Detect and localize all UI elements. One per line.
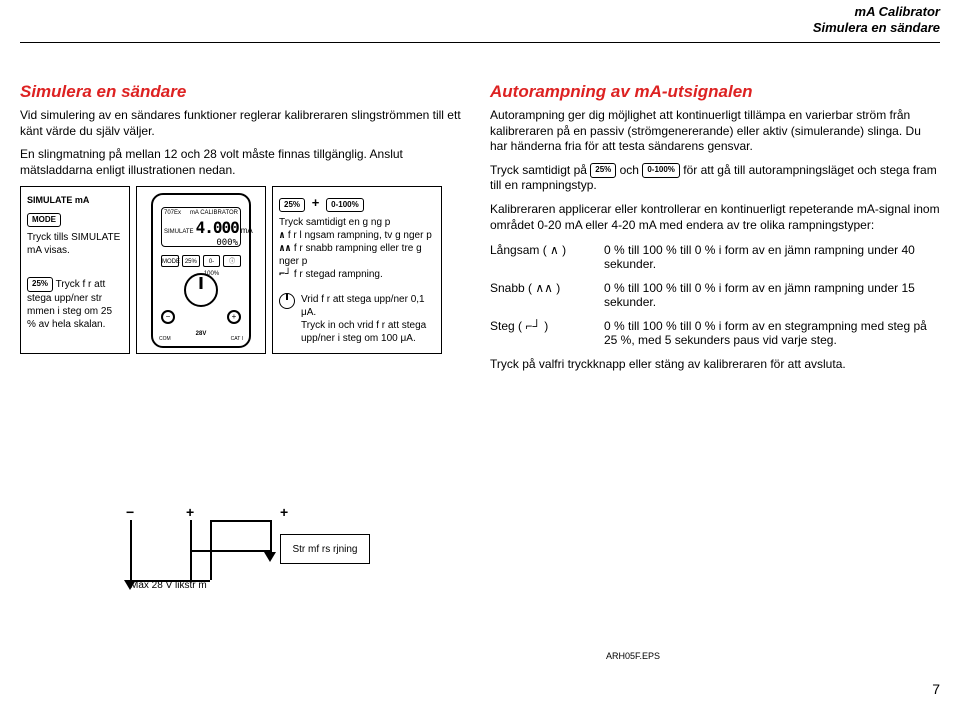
right-column: Autorampning av mA-utsignalen Autorampni…: [490, 82, 940, 381]
mode-button: MODE: [27, 213, 61, 227]
c-l2: ∧ f r l ngsam rampning, tv g nger p: [279, 229, 435, 242]
minus-icon: −: [126, 504, 134, 520]
header-divider: [20, 42, 940, 43]
left-p2: En slingmatning på mellan 12 och 28 volt…: [20, 147, 465, 178]
left-p1: Vid simulering av en sändares funktioner…: [20, 108, 465, 139]
device-terminals: − +: [161, 310, 241, 324]
box-simulate: SIMULATE mA MODE Tryck tills SIMULATE mA…: [20, 186, 130, 354]
ramp-row-slow: Långsam ( ∧ ) 0 % till 100 % till 0 % i …: [490, 243, 940, 271]
right-p2: Tryck samtidigt på 25% och 0-100% för at…: [490, 163, 940, 194]
device-keyrow: MODE 25% 0-100% ⓘ: [161, 255, 241, 267]
right-title: Autorampning av mA-utsignalen: [490, 82, 940, 102]
box-ramp-instructions: 25% + 0-100% Tryck samtidigt en g ng p ∧…: [272, 186, 442, 354]
k-mode: MODE: [161, 255, 179, 267]
header-line1: mA Calibrator: [813, 4, 940, 20]
r-btn25: 25%: [590, 163, 616, 177]
dev-cal: mA CALIBRATOR: [190, 210, 238, 218]
device-screen: 707Ex mA CALIBRATOR SIMULATE 4.000 mA 00…: [161, 207, 241, 247]
plus-icon-2: +: [280, 504, 288, 520]
calibrator-device: 707Ex mA CALIBRATOR SIMULATE 4.000 mA 00…: [151, 193, 251, 348]
device-knob: [184, 273, 218, 307]
c-l3: ∧∧ f r snabb rampning eller tre g nger p: [279, 242, 435, 268]
k-25: 25%: [182, 255, 200, 267]
c-l4: ⌐┘ f r stegad rampning.: [279, 268, 435, 281]
ramp-label-fast: Snabb ( ∧∧ ): [490, 281, 590, 309]
boxA-text1: Tryck tills SIMULATE mA visas.: [27, 231, 123, 257]
ramp-desc-fast: 0 % till 100 % till 0 % i form av en jäm…: [604, 281, 940, 309]
c-line1: Tryck samtidigt en g ng p: [279, 216, 435, 229]
terminal-neg: −: [161, 310, 175, 324]
right-p4: Tryck på valfri tryckknapp eller stäng a…: [490, 357, 940, 373]
r-btn100: 0-100%: [642, 163, 680, 177]
c-plus: +: [312, 195, 320, 210]
c-btn100: 0-100%: [326, 198, 364, 212]
circuit-label-left: Max 28 V likstr m: [130, 580, 207, 591]
dev-707: 707Ex: [164, 210, 181, 218]
right-p3: Kalibreraren applicerar eller kontroller…: [490, 202, 940, 233]
device-footer: 28V COM CAT I: [159, 331, 243, 343]
ramp-desc-step: 0 % till 100 % till 0 % i form av en ste…: [604, 319, 940, 347]
circuit: − + + Str mf rs rjning: [130, 520, 420, 610]
ramp-desc-slow: 0 % till 100 % till 0 % i form av en jäm…: [604, 243, 940, 271]
knob-icon: [279, 293, 295, 309]
right-p1: Autorampning ger dig möjlighet att konti…: [490, 108, 940, 155]
btn-25: 25%: [27, 277, 53, 291]
k-100: 0-100%: [203, 255, 221, 267]
boxC-topkeys: 25% + 0-100%: [279, 195, 435, 212]
gnd-icon-right: [264, 552, 276, 565]
ramp-row-fast: Snabb ( ∧∧ ) 0 % till 100 % till 0 % i f…: [490, 281, 940, 309]
ramp-label-step: Steg ( ⌐┘ ): [490, 319, 590, 347]
lower-circuit-diagram: − + + Str mf rs rjning Max 28 V likstr m: [130, 520, 430, 610]
lcd-small: 000%: [164, 238, 238, 250]
plus-icon-1: +: [186, 504, 194, 520]
diagram-row: SIMULATE mA MODE Tryck tills SIMULATE mA…: [20, 186, 465, 354]
box-device: 707Ex mA CALIBRATOR SIMULATE 4.000 mA 00…: [136, 186, 266, 354]
dev-unit: mA: [241, 226, 253, 236]
dev-sim: SIMULATE: [164, 229, 194, 237]
c-knob2: Tryck in och vrid f r att stega upp/ner …: [301, 319, 435, 345]
left-column: Simulera en sändare Vid simulering av en…: [20, 82, 465, 354]
page-header: mA Calibrator Simulera en sändare: [813, 4, 940, 35]
eps-filename: ARH05F.EPS: [606, 651, 660, 661]
c-knobblock: Vrid f r att stega upp/ner 0,1 μA. Tryck…: [279, 293, 435, 345]
header-line2: Simulera en sändare: [813, 20, 940, 36]
k-info: ⓘ: [223, 255, 241, 267]
dev-com: COM: [159, 337, 171, 343]
terminal-pos: +: [227, 310, 241, 324]
ramp-table: Långsam ( ∧ ) 0 % till 100 % till 0 % i …: [490, 243, 940, 347]
ramp-label-slow: Långsam ( ∧ ): [490, 243, 590, 271]
page-number: 7: [932, 681, 940, 697]
c-knob1: Vrid f r att stega upp/ner 0,1 μA.: [301, 293, 435, 319]
ramp-row-step: Steg ( ⌐┘ ) 0 % till 100 % till 0 % i fo…: [490, 319, 940, 347]
psu-box: Str mf rs rjning: [280, 534, 370, 564]
boxA-head: SIMULATE mA: [27, 195, 123, 207]
lcd-big: 4.000: [196, 218, 239, 239]
c-btn25: 25%: [279, 198, 305, 212]
dev-cat: CAT I: [231, 337, 243, 343]
left-title: Simulera en sändare: [20, 82, 465, 102]
